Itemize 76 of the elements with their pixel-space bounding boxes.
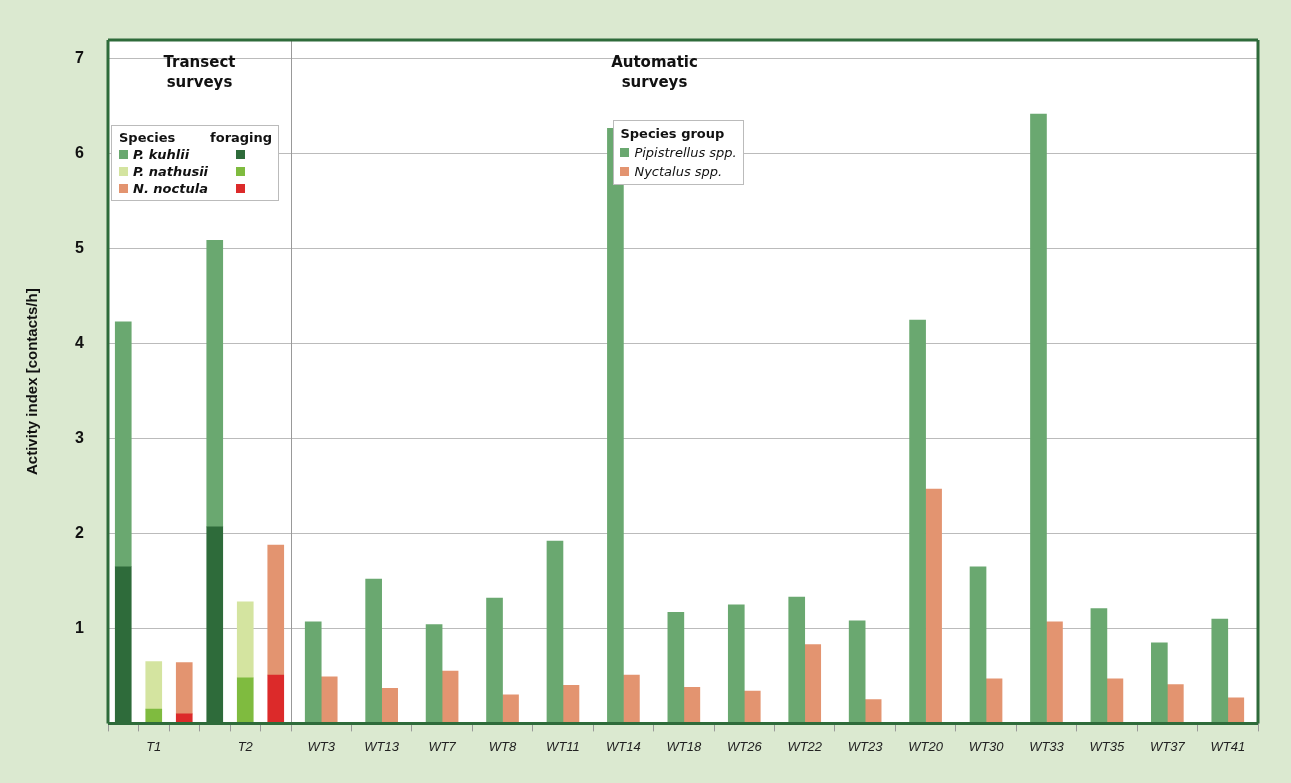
annotation: foraging [209,129,273,146]
x-tick-label: T2 [237,738,254,754]
bar [667,612,685,724]
bar [1030,113,1047,724]
bar [969,566,987,724]
x-tick-label: WT20 [908,738,944,754]
bar [788,596,806,724]
bar [502,694,519,724]
text: Transect surveys [162,52,237,92]
bar [683,687,701,724]
bar [727,604,745,724]
bar [864,699,882,724]
x-tick-label: WT33 [1029,738,1065,754]
bar [546,540,564,724]
bar [114,321,132,568]
legend-label: Pipistrellus spp. [634,145,737,160]
bar [1151,642,1168,724]
bar [425,624,443,724]
bar [848,620,866,724]
x-tick-label: WT22 [787,738,823,754]
x-tick-label: WT35 [1089,738,1126,754]
bar [1211,618,1229,724]
bar [562,685,580,724]
x-tick-label: WT3 [307,738,336,754]
y-axis-title: Activity index [contacts/h] [23,288,41,476]
y-tick-label: 5 [75,239,85,257]
legend-label: P. nathusii [133,164,209,179]
bar [267,544,285,676]
bar [1090,608,1108,724]
bar [743,690,761,724]
bar [623,674,640,724]
bar [175,662,193,715]
legend-title: Species [118,129,177,146]
bar [304,621,322,724]
bar [236,601,254,679]
x-tick-label: WT37 [1150,738,1186,754]
bar [909,319,926,724]
x-tick-label: WT41 [1210,738,1246,754]
y-tick-label: 1 [75,618,85,636]
x-tick-label: T1 [146,738,162,754]
bar [985,678,1003,724]
legend-label: P. kuhlii [133,147,190,162]
y-tick-label: 4 [75,334,85,352]
legend-label: Nyctalus spp. [634,164,723,179]
x-tick-label: WT18 [666,738,702,754]
bar [145,661,163,710]
x-tick-label: WT23 [847,738,884,754]
y-tick-label: 2 [75,523,85,541]
legend-label: N. noctula [133,181,208,196]
bar [925,488,942,724]
bar [365,578,382,724]
legend-title: Species group [620,125,726,143]
y-tick-label: 7 [75,49,85,67]
bar [145,708,163,724]
x-tick-label: WT26 [726,738,763,754]
x-tick-label: WT8 [488,738,518,754]
bar [1046,621,1063,724]
bar [206,239,224,528]
x-tick-label: WT7 [428,738,457,754]
bar [1106,678,1124,724]
bar [1167,684,1184,724]
bar [441,670,459,724]
bar [320,676,338,724]
x-tick-label: WT30 [968,738,1005,754]
bar [381,687,398,724]
bar [1227,697,1245,724]
bar [236,677,254,724]
y-tick-label: 3 [75,429,85,447]
bar [804,644,822,724]
x-tick-label: WT11 [546,738,580,754]
text: Automatic surveys [610,52,699,92]
bar [486,597,503,724]
bar [267,674,285,724]
y-tick-label: 6 [75,144,85,162]
x-tick-label: WT14 [606,738,641,754]
x-tick-label: WT13 [364,738,400,754]
